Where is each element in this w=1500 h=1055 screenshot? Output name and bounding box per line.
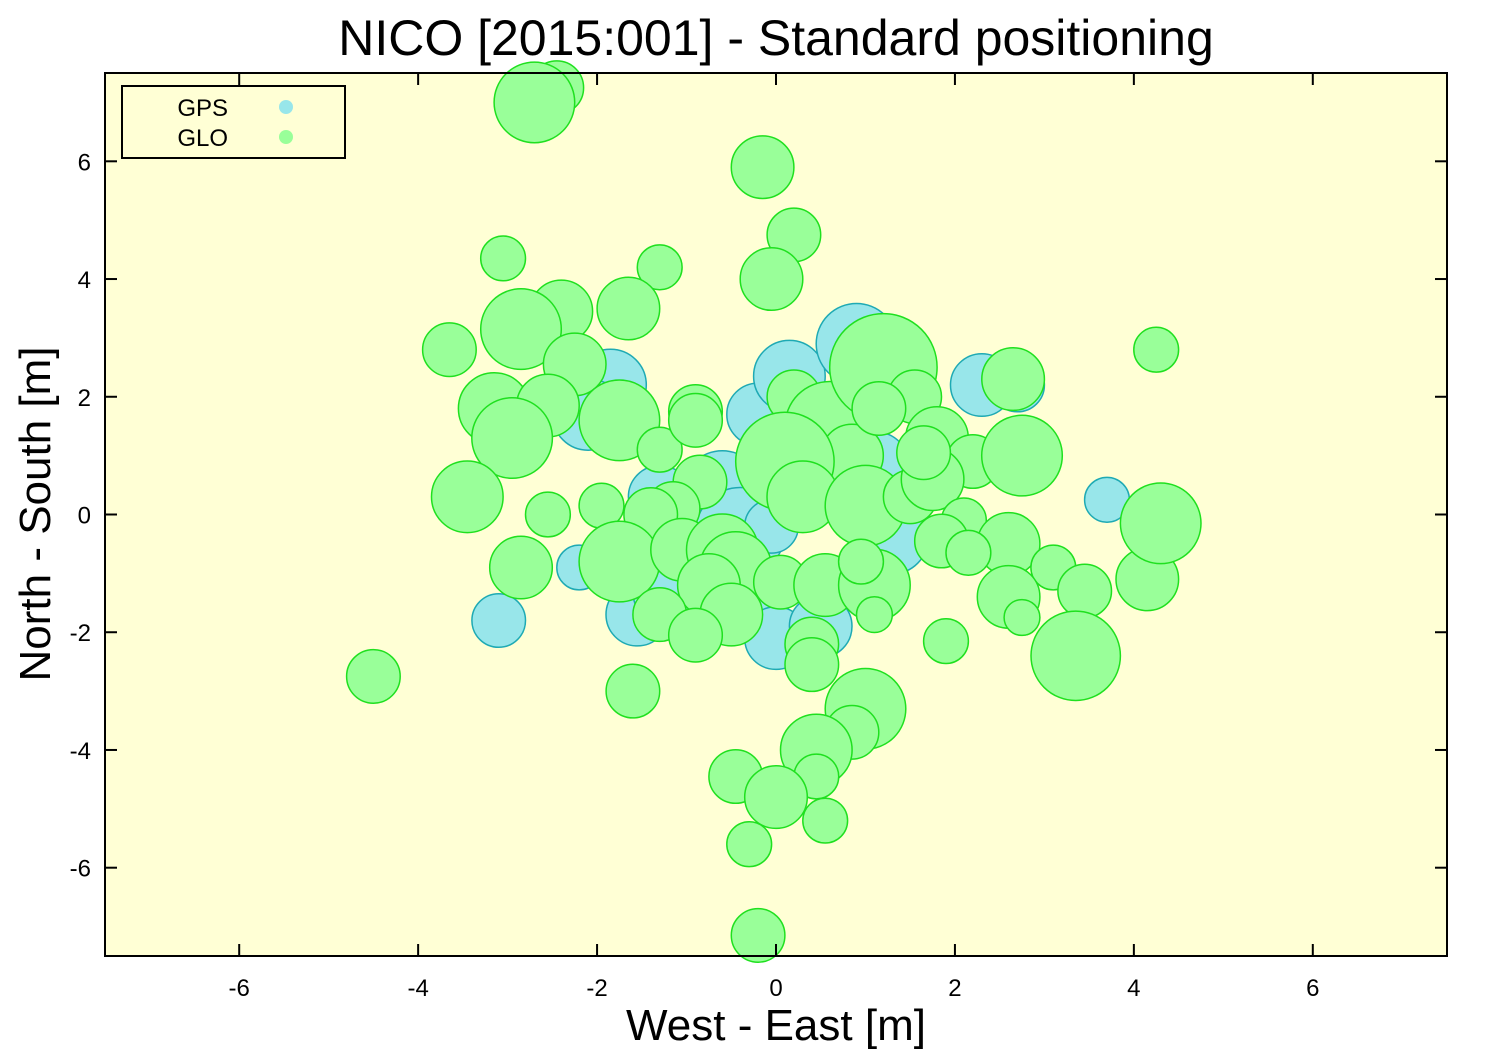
glo-point (667, 607, 724, 663)
glo-point (471, 396, 554, 480)
glo-point (667, 392, 724, 448)
y-tick-label: 4 (78, 267, 91, 294)
ticks-layer: -6 -4 -2 0 2 4 6 -6 -4 -2 0 2 4 6 (70, 73, 1447, 1002)
glo-point (605, 663, 661, 719)
glo-point (896, 425, 952, 481)
glo-point (981, 347, 1046, 412)
series-glo (345, 60, 1202, 963)
legend-marker-gps (279, 100, 293, 114)
glo-point (578, 520, 661, 603)
glo-point (802, 797, 849, 844)
glo-point (837, 538, 885, 585)
x-tick-label: 2 (948, 975, 961, 1002)
x-tick-label: -2 (586, 975, 607, 1002)
y-axis-label: North - South [m] (11, 346, 60, 681)
glo-point (488, 535, 554, 600)
glo-point (493, 61, 576, 144)
y-tick-label: -2 (70, 620, 91, 647)
chart-title: NICO [2015:001] - Standard positioning (338, 10, 1214, 66)
glo-point (345, 648, 401, 704)
glo-point (430, 460, 504, 534)
glo-point (479, 235, 527, 282)
y-tick-label: -6 (70, 856, 91, 883)
glo-point (945, 529, 992, 576)
y-tick-label: 0 (78, 503, 91, 530)
glo-point (784, 637, 840, 693)
glo-point (730, 135, 795, 200)
y-tick-label: 6 (78, 149, 91, 176)
gps-point (471, 592, 527, 649)
glo-point (1119, 482, 1202, 565)
glo-point (636, 244, 683, 291)
glo-point (980, 414, 1064, 497)
y-tick-label: 2 (78, 385, 91, 412)
glo-point (739, 246, 804, 312)
legend-marker-glo (279, 130, 293, 144)
glo-point (524, 491, 572, 538)
x-tick-label: 6 (1306, 975, 1319, 1002)
glo-point (479, 288, 563, 371)
legend-box (121, 85, 346, 159)
glo-point (1030, 610, 1122, 702)
series-layer (345, 60, 1202, 963)
glo-point (1003, 598, 1041, 637)
glo-point (855, 595, 894, 634)
x-tick-label: 0 (769, 975, 782, 1002)
glo-point (1133, 326, 1180, 373)
x-tick-label: 4 (1127, 975, 1140, 1002)
glo-point (726, 821, 773, 868)
y-tick-label: -4 (70, 738, 91, 765)
glo-point (743, 765, 809, 830)
glo-point (596, 276, 661, 341)
glo-point (730, 907, 786, 963)
glo-point (1057, 563, 1113, 619)
glo-point (636, 426, 683, 473)
glo-point (421, 322, 477, 378)
legend-label-gps: GPS (177, 95, 228, 122)
legend-label-glo: GLO (177, 125, 228, 152)
x-tick-label: -6 (229, 975, 250, 1002)
x-tick-label: -4 (407, 975, 428, 1002)
glo-point (851, 380, 907, 437)
glo-point (922, 617, 970, 665)
legend: GPS GLO (121, 85, 346, 159)
x-axis-label: West - East [m] (626, 1001, 926, 1050)
